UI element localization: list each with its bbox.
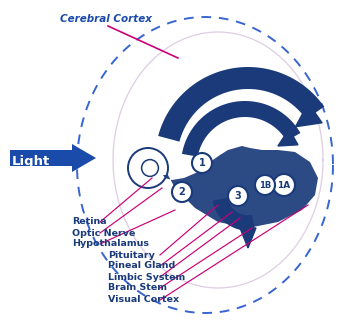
Polygon shape	[240, 228, 256, 248]
Circle shape	[192, 153, 212, 173]
Polygon shape	[214, 199, 254, 230]
Polygon shape	[278, 129, 298, 146]
Polygon shape	[182, 101, 300, 157]
Text: 1B: 1B	[259, 181, 271, 190]
Text: Brain Stem: Brain Stem	[108, 284, 167, 292]
Text: Hypothalamus: Hypothalamus	[72, 240, 149, 248]
Text: Cerebral Cortex: Cerebral Cortex	[60, 14, 152, 24]
Text: 1: 1	[199, 158, 205, 168]
Text: Retina: Retina	[72, 217, 107, 226]
Text: Pineal Gland: Pineal Gland	[108, 262, 175, 270]
Text: 3: 3	[234, 191, 241, 201]
Text: Light: Light	[12, 155, 50, 167]
Circle shape	[273, 174, 295, 196]
Circle shape	[172, 182, 192, 202]
Text: Visual Cortex: Visual Cortex	[108, 295, 179, 305]
Circle shape	[255, 175, 275, 195]
Text: Optic Nerve: Optic Nerve	[72, 229, 135, 238]
Circle shape	[228, 186, 248, 206]
Text: 1A: 1A	[277, 181, 290, 190]
Polygon shape	[158, 67, 324, 141]
Text: 2: 2	[178, 187, 186, 197]
Text: Pituitary: Pituitary	[108, 250, 155, 260]
Polygon shape	[295, 103, 322, 127]
Polygon shape	[10, 144, 96, 172]
Text: Limbic System: Limbic System	[108, 272, 185, 282]
Polygon shape	[163, 146, 318, 228]
